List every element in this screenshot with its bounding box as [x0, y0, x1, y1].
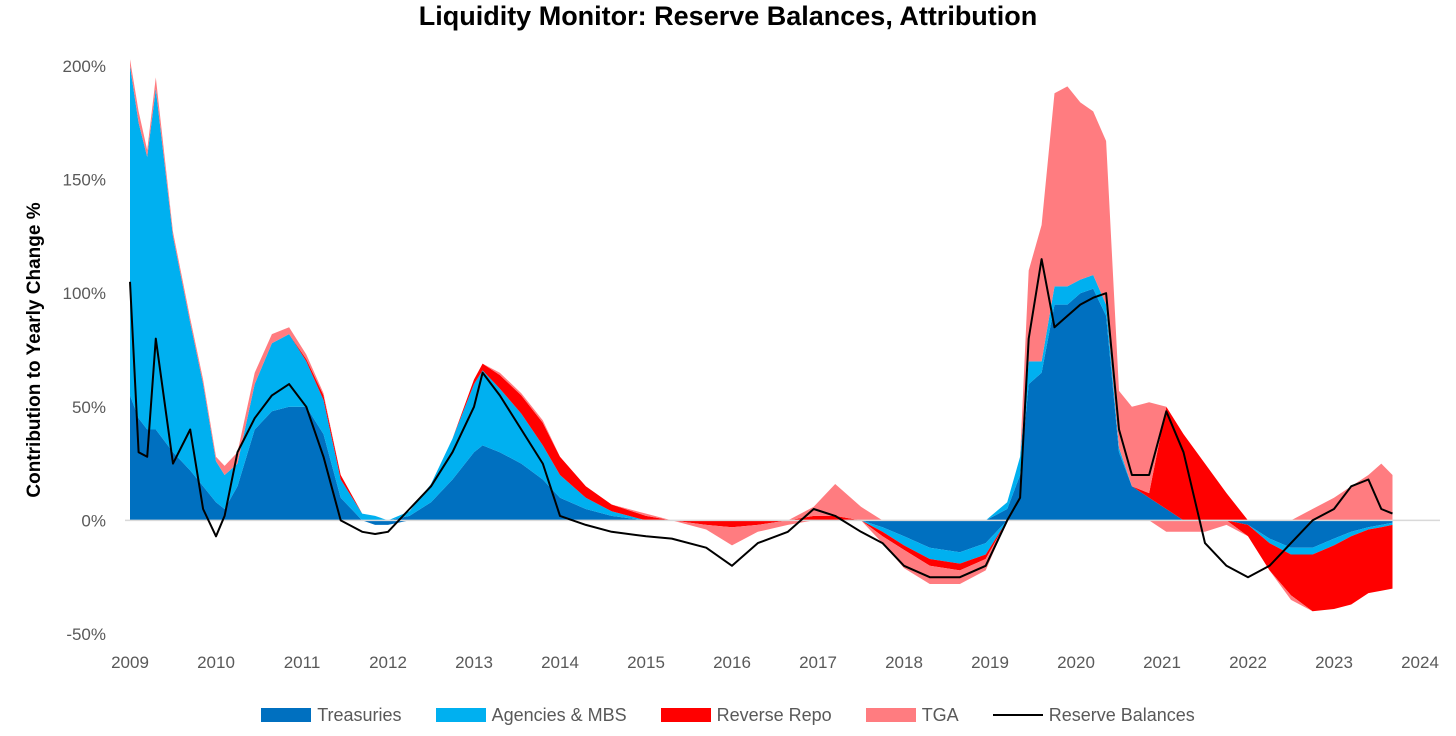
legend-label: Reverse Repo — [716, 704, 832, 725]
area-series-group — [130, 59, 1393, 612]
legend-item: Agencies & MBS — [435, 704, 627, 726]
legend-label: Reserve Balances — [1048, 704, 1195, 725]
y-tick-label: 200% — [63, 57, 106, 76]
legend-label: TGA — [921, 704, 959, 725]
x-tick-label: 2021 — [1143, 653, 1181, 672]
x-tick-label: 2012 — [369, 653, 407, 672]
x-tick-label: 2010 — [197, 653, 235, 672]
line-series-group — [129, 258, 1393, 579]
x-tick-label: 2022 — [1229, 653, 1267, 672]
x-tick-label: 2018 — [885, 653, 923, 672]
area-tga-positive — [130, 59, 1393, 521]
area-treasuries-negative — [130, 520, 1393, 553]
x-tick-label: 2014 — [541, 653, 579, 672]
x-tick-label: 2011 — [284, 653, 321, 672]
legend-item: TGA — [865, 704, 959, 726]
x-tick-label: 2020 — [1057, 653, 1095, 672]
y-tick-label: 150% — [63, 171, 106, 190]
y-axis-label: Contribution to Yearly Change % — [24, 202, 45, 497]
legend-swatch — [660, 708, 711, 722]
legend-swatch — [435, 708, 486, 722]
x-tick-label: 2016 — [713, 653, 751, 672]
legend-swatch — [865, 708, 916, 722]
x-tick-label: 2019 — [971, 653, 1009, 672]
x-tick-label: 2017 — [799, 653, 837, 672]
area-treasuries-positive — [130, 288, 1393, 521]
x-tick-label: 2024 — [1401, 653, 1439, 672]
y-tick-label: -50% — [66, 625, 106, 644]
legend-item: Reverse Repo — [660, 704, 832, 726]
y-tick-labels: -50% 0% 50% 100% 150% 200% — [63, 57, 106, 644]
chart-legend: Treasuries Agencies & MBS Reverse Repo TGA R… — [0, 702, 1456, 728]
x-tick-label: 2013 — [455, 653, 493, 672]
x-tick-label: 2009 — [111, 653, 149, 672]
y-tick-label: 50% — [72, 398, 106, 417]
x-tick-label: 2015 — [627, 653, 665, 672]
y-tick-label: 0% — [81, 511, 106, 530]
legend-label: Treasuries — [317, 704, 402, 725]
line-reserve-balances — [129, 258, 1393, 579]
legend-label: Agencies & MBS — [491, 704, 627, 725]
x-tick-labels: 2009 2010 2011 2012 2013 2014 2015 2016 2017 2018… — [111, 653, 1439, 672]
x-tick-label: 2023 — [1315, 653, 1353, 672]
legend-swatch — [261, 708, 312, 722]
legend-item: Treasuries — [261, 704, 402, 726]
legend-item: Reserve Balances — [992, 704, 1195, 726]
chart-plot: -50%0%50%100%150%200% 2009 2010 2011 2012 20… — [24, 57, 1440, 672]
chart-title: Liquidity Monitor: Reserve Balances, Att… — [418, 1, 1038, 31]
legend-swatch — [992, 714, 1043, 716]
y-tick-label: 100% — [63, 284, 106, 303]
